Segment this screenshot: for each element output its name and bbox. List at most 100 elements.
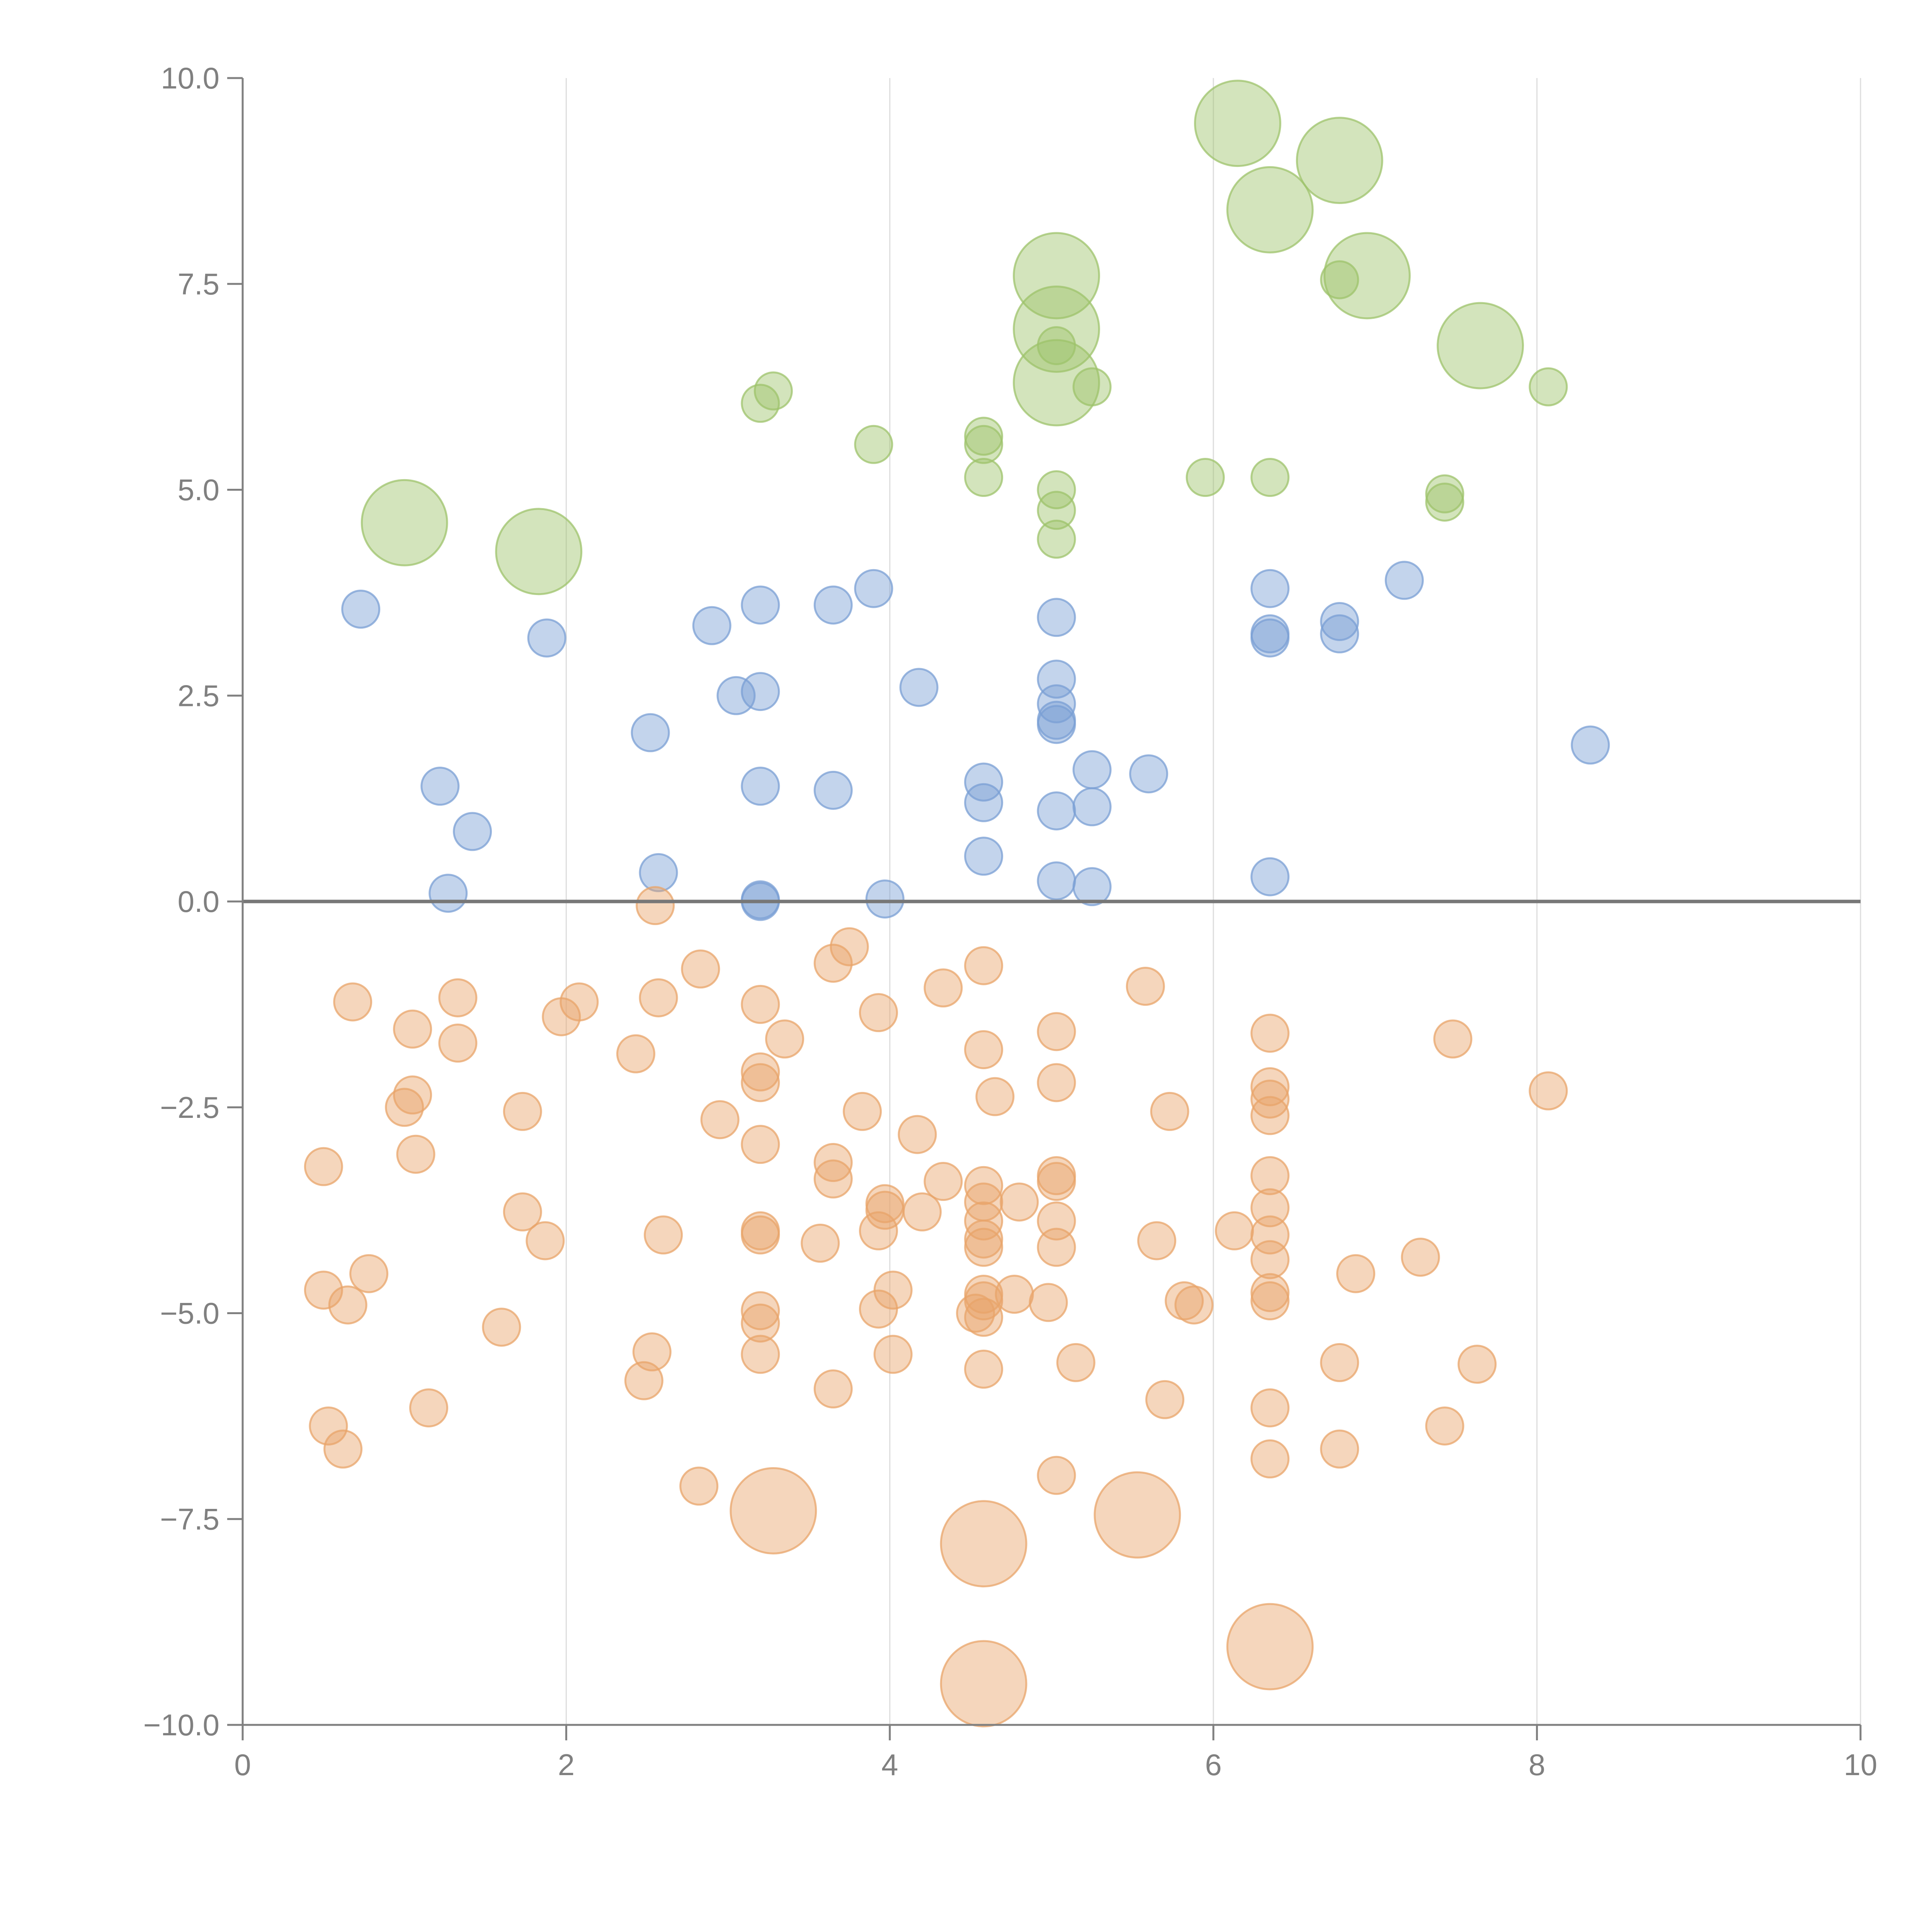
high-point <box>361 479 448 566</box>
positive-point <box>1037 598 1076 637</box>
negative-point <box>542 997 581 1036</box>
high-point <box>1425 474 1464 514</box>
negative-point <box>1137 1221 1177 1260</box>
negative-point <box>1401 1238 1440 1277</box>
negative-point <box>975 1077 1015 1116</box>
negative-point <box>813 944 853 983</box>
x-tick-label: 10 <box>1844 1748 1878 1782</box>
x-tick-label: 4 <box>881 1748 898 1782</box>
high-point <box>1320 260 1359 299</box>
positive-point <box>964 762 1003 802</box>
high-point <box>495 508 583 595</box>
negative-point <box>1320 1343 1359 1382</box>
high-point <box>964 425 1003 464</box>
negative-point <box>639 978 678 1017</box>
positive-point <box>1320 602 1359 641</box>
high-point <box>1037 491 1076 530</box>
high-point <box>741 384 780 423</box>
x-tick-label: 0 <box>234 1748 251 1782</box>
positive-point <box>692 606 731 645</box>
positive-point <box>1320 614 1359 653</box>
negative-point <box>964 1219 1003 1259</box>
negative-point <box>681 949 720 989</box>
negative-point <box>679 1466 719 1506</box>
negative-point <box>644 1215 683 1255</box>
negative-point <box>741 985 780 1024</box>
negative-point <box>1250 1273 1290 1312</box>
negative-point <box>1250 1014 1290 1053</box>
negative-point <box>1320 1429 1359 1469</box>
negative-point <box>741 1335 780 1374</box>
negative-point <box>898 1115 937 1154</box>
negative-point <box>1037 1012 1076 1051</box>
high-point <box>964 417 1003 456</box>
y-tick-label: −10.0 <box>143 1708 219 1742</box>
negative-point <box>1029 1283 1068 1322</box>
negative-point <box>438 1024 478 1063</box>
x-tick-label: 6 <box>1205 1748 1222 1782</box>
negative-point <box>903 1192 942 1231</box>
negative-point <box>730 1467 817 1554</box>
positive-point <box>631 713 670 752</box>
negative-point <box>923 968 963 1008</box>
y-tick-label: 10.0 <box>161 61 219 95</box>
positive-point <box>639 853 678 892</box>
negative-point <box>813 1143 853 1182</box>
negative-point <box>940 1640 1027 1728</box>
positive-point <box>420 767 460 806</box>
high-point <box>1013 232 1100 320</box>
negative-point <box>1056 1343 1095 1382</box>
negative-point <box>1037 1063 1076 1102</box>
negative-point <box>624 1361 663 1400</box>
high-point <box>1037 470 1076 509</box>
positive-point <box>1571 725 1610 765</box>
positive-point <box>341 589 381 629</box>
negative-point <box>1250 1439 1290 1479</box>
negative-point <box>859 1289 898 1329</box>
negative-point <box>964 946 1003 985</box>
positive-point <box>813 585 853 625</box>
negative-point <box>801 1223 840 1263</box>
positive-point <box>1250 618 1290 658</box>
positive-point <box>813 770 853 810</box>
negative-point <box>636 886 675 925</box>
high-point <box>1226 166 1314 253</box>
negative-point <box>409 1388 449 1428</box>
positive-point <box>1037 684 1076 724</box>
positive-point <box>527 618 566 658</box>
negative-point <box>1250 1281 1290 1321</box>
negative-point <box>813 1369 853 1409</box>
negative-point <box>323 1429 363 1469</box>
positive-point <box>1384 561 1424 600</box>
high-point <box>854 425 893 464</box>
positive-point <box>741 585 780 625</box>
negative-point <box>333 982 372 1022</box>
negative-point <box>859 993 898 1032</box>
negative-point <box>873 1335 913 1374</box>
negative-point <box>843 1092 882 1131</box>
positive-point <box>865 879 905 919</box>
negative-point <box>1336 1254 1376 1293</box>
negative-point <box>741 1052 780 1092</box>
negative-point <box>940 1500 1027 1588</box>
negative-point <box>859 1211 898 1250</box>
positive-point <box>964 783 1003 822</box>
positive-point <box>964 837 1003 876</box>
negative-point <box>1000 1182 1039 1222</box>
y-tick-label: 2.5 <box>178 679 219 713</box>
axes: −10.0 −7.5 −5.0 −2.5 0.0 2.5 5.0 7.5 10.0 0 2 4 6 8 10 <box>143 61 1878 1782</box>
negative-point <box>1037 1162 1076 1201</box>
negative-point <box>813 1159 853 1199</box>
high-point <box>1072 367 1112 406</box>
positive-point <box>429 874 468 913</box>
negative-point <box>1150 1092 1189 1131</box>
y-tick-label: −7.5 <box>160 1502 219 1536</box>
y-tick-label: 7.5 <box>178 267 219 301</box>
positive-point <box>453 812 492 851</box>
high-point <box>1425 482 1464 522</box>
negative-point <box>1250 1067 1290 1106</box>
x-tick-label: 8 <box>1529 1748 1545 1782</box>
negative-point <box>438 978 478 1017</box>
negative-point <box>503 1092 542 1131</box>
